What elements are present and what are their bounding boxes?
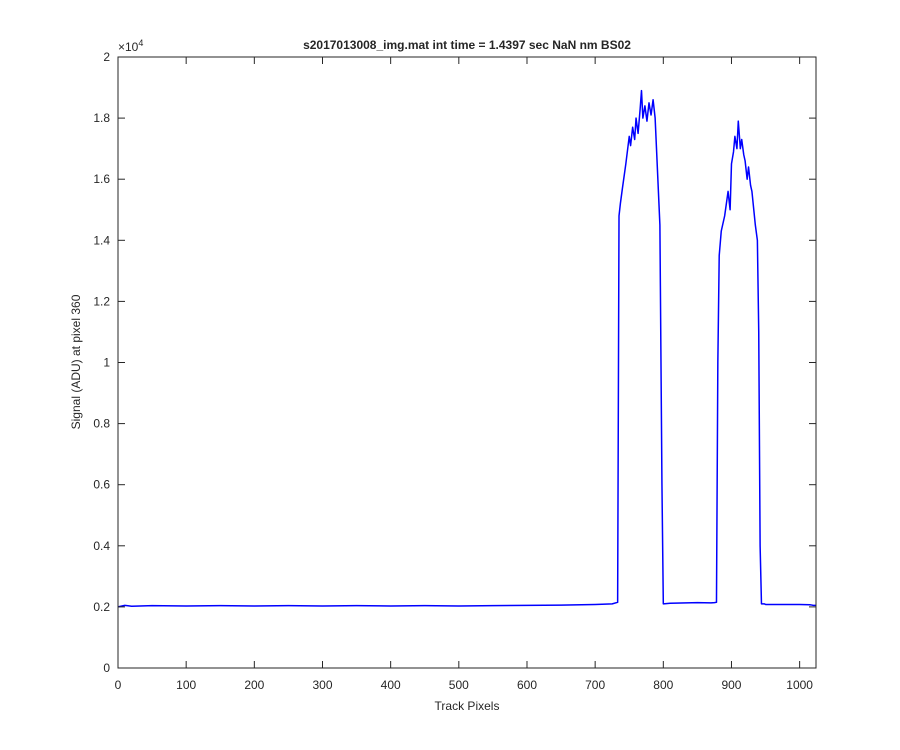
x-tick-label: 200 [244, 678, 264, 692]
x-tick-label: 100 [176, 678, 196, 692]
x-axis-ticks: 0 100 200 300 400 500 600 700 800 900 1000 [115, 57, 813, 692]
plot-area [118, 57, 816, 668]
y-tick-label: 0.8 [93, 417, 110, 431]
y-tick-label: 0.6 [93, 478, 110, 492]
y-axis-ticks: 0 0.2 0.4 0.6 0.8 1 1.2 1.4 1.6 1.8 2 [93, 50, 816, 675]
y-exponent-label: ×104 [118, 38, 143, 54]
y-tick-label: 2 [103, 50, 110, 64]
x-tick-label: 0 [115, 678, 122, 692]
x-tick-label: 500 [449, 678, 469, 692]
x-tick-label: 300 [312, 678, 332, 692]
x-tick-label: 400 [381, 678, 401, 692]
y-axis-label: Signal (ADU) at pixel 360 [69, 294, 83, 429]
y-exponent-power: 4 [138, 38, 143, 48]
chart-title: s2017013008_img.mat int time = 1.4397 se… [303, 38, 631, 52]
y-tick-label: 1.6 [93, 172, 110, 186]
y-tick-label: 0 [103, 661, 110, 675]
data-layer [117, 89, 816, 608]
y-tick-label: 1.2 [93, 294, 110, 308]
y-tick-label: 1.4 [93, 233, 110, 247]
series-line-0 [117, 89, 816, 608]
x-tick-label: 600 [517, 678, 537, 692]
x-tick-label: 1000 [786, 678, 813, 692]
y-exponent-base: ×10 [118, 40, 139, 54]
y-tick-label: 0.2 [93, 600, 110, 614]
x-tick-label: 900 [721, 678, 741, 692]
x-tick-label: 700 [585, 678, 605, 692]
y-tick-label: 1 [103, 356, 110, 370]
y-tick-label: 1.8 [93, 111, 110, 125]
y-tick-label: 0.4 [93, 539, 110, 553]
x-axis-label: Track Pixels [435, 699, 500, 713]
x-tick-label: 800 [653, 678, 673, 692]
